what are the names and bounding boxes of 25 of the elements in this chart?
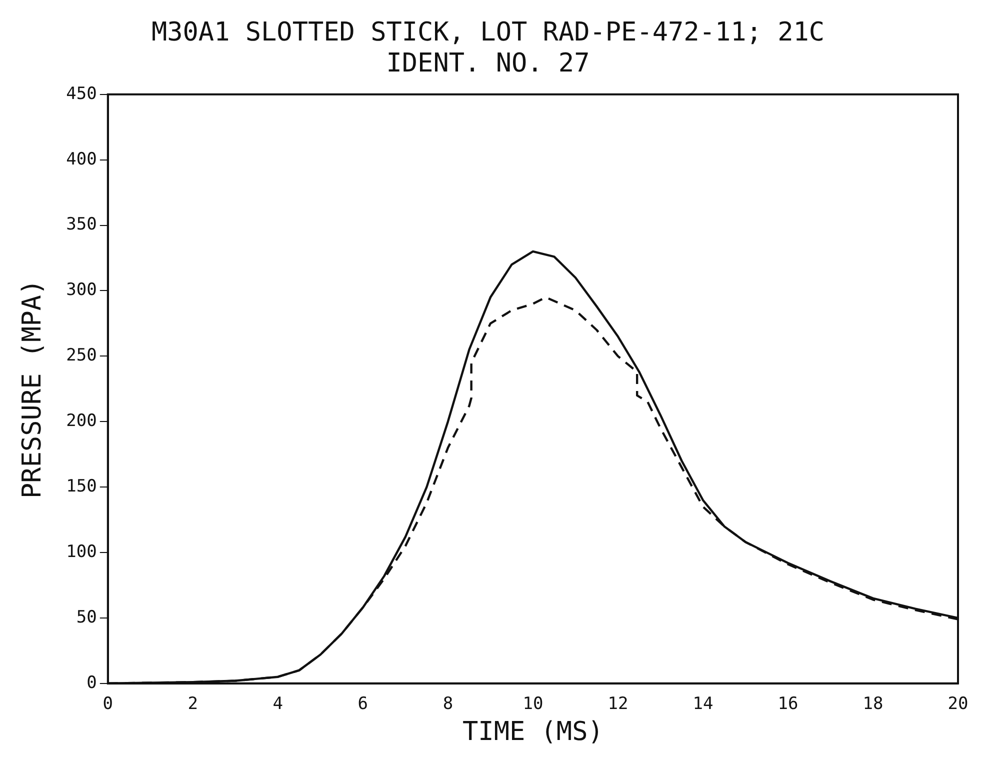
y-tick-label: 450 <box>66 84 97 104</box>
y-tick-label: 300 <box>66 280 97 300</box>
x-tick-label: 20 <box>948 694 968 714</box>
y-tick-label: 400 <box>66 149 97 170</box>
y-tick-label: 150 <box>66 476 97 496</box>
x-tick-label: 2 <box>188 694 198 714</box>
x-tick-label: 10 <box>522 694 544 714</box>
x-tick-label: 12 <box>608 694 628 714</box>
x-tick-label: 14 <box>692 694 714 714</box>
y-tick-label: 250 <box>66 346 97 366</box>
y-axis-title: PRESSURE (MPA) <box>17 279 48 498</box>
chart-title: M30A1 SLOTTED STICK, LOT RAD-PE-472-11; 21C <box>151 17 825 48</box>
chart-subtitle: IDENT. NO. 27 <box>386 48 590 79</box>
x-tick-label: 0 <box>102 694 114 714</box>
y-tick-label: 0 <box>86 672 97 693</box>
y-tick-label: 200 <box>66 411 97 432</box>
y-tick-label: 100 <box>66 542 97 562</box>
x-tick-label: 8 <box>442 694 454 714</box>
x-tick-label: 16 <box>778 694 798 714</box>
x-axis-title: TIME (MS) <box>462 717 604 748</box>
x-tick-label: 4 <box>272 694 284 714</box>
y-tick-label: 350 <box>66 214 97 235</box>
x-tick-label: 18 <box>862 694 884 714</box>
x-tick-label: 6 <box>358 694 368 714</box>
y-tick-label: 50 <box>76 607 97 628</box>
